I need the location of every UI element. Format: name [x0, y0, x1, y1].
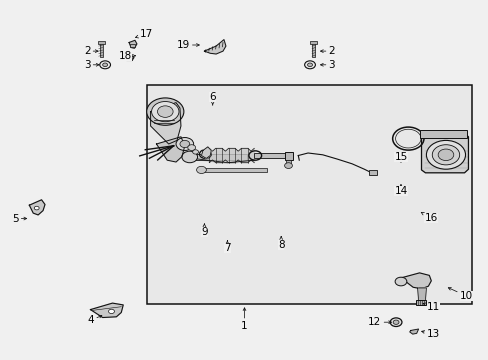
Text: 11: 11 [422, 302, 439, 312]
Polygon shape [90, 303, 123, 318]
Text: 12: 12 [367, 317, 391, 327]
Polygon shape [204, 40, 225, 54]
Text: 13: 13 [421, 329, 439, 339]
Circle shape [34, 206, 39, 210]
Circle shape [151, 102, 179, 122]
Bar [127, 58, 132, 60]
Text: 18: 18 [119, 51, 135, 61]
Polygon shape [421, 133, 468, 173]
Circle shape [176, 138, 193, 150]
Text: 15: 15 [393, 152, 407, 162]
Text: 3: 3 [83, 60, 99, 70]
Text: 17: 17 [135, 29, 152, 39]
Text: 14: 14 [393, 184, 407, 196]
Polygon shape [417, 288, 426, 301]
Text: 7: 7 [224, 240, 230, 253]
Circle shape [394, 277, 406, 286]
Circle shape [102, 63, 107, 67]
Circle shape [192, 150, 198, 154]
Circle shape [304, 61, 315, 69]
Polygon shape [126, 55, 134, 60]
Text: 2: 2 [320, 46, 335, 56]
Text: 9: 9 [201, 224, 207, 237]
Circle shape [180, 140, 189, 148]
Bar [284, 152, 293, 160]
Circle shape [100, 61, 110, 69]
Bar [98, 41, 104, 44]
Text: 6: 6 [209, 92, 216, 105]
Circle shape [431, 145, 459, 165]
Text: 2: 2 [83, 46, 98, 56]
Bar [368, 170, 376, 175]
Polygon shape [201, 147, 211, 158]
Text: 4: 4 [87, 315, 102, 325]
Bar [419, 130, 467, 138]
Polygon shape [156, 137, 184, 162]
Text: 19: 19 [176, 40, 199, 50]
Bar [415, 300, 426, 305]
Polygon shape [409, 329, 418, 334]
Bar [146, 85, 471, 304]
Circle shape [284, 163, 292, 168]
Circle shape [196, 166, 206, 174]
Bar [285, 160, 291, 166]
Circle shape [392, 320, 398, 324]
Polygon shape [29, 200, 45, 215]
Circle shape [182, 151, 197, 163]
Bar [100, 42, 102, 57]
Bar [309, 41, 316, 44]
Polygon shape [209, 148, 254, 163]
Text: 16: 16 [420, 212, 437, 223]
Polygon shape [400, 273, 430, 289]
Polygon shape [150, 103, 181, 144]
Bar [418, 287, 425, 301]
Polygon shape [129, 40, 137, 48]
Circle shape [187, 145, 195, 150]
Text: 1: 1 [241, 308, 247, 331]
Bar [190, 154, 246, 160]
Text: 3: 3 [320, 60, 335, 70]
Circle shape [146, 98, 183, 125]
Bar [311, 42, 314, 57]
Circle shape [437, 149, 453, 161]
Circle shape [426, 140, 465, 169]
Circle shape [307, 63, 312, 67]
Text: 10: 10 [447, 288, 472, 301]
Bar [254, 153, 287, 158]
Text: 8: 8 [277, 237, 284, 250]
Circle shape [108, 309, 114, 314]
Circle shape [157, 106, 173, 117]
Bar [130, 44, 135, 47]
Text: 5: 5 [12, 213, 27, 224]
Bar [200, 168, 266, 172]
Circle shape [389, 318, 401, 327]
